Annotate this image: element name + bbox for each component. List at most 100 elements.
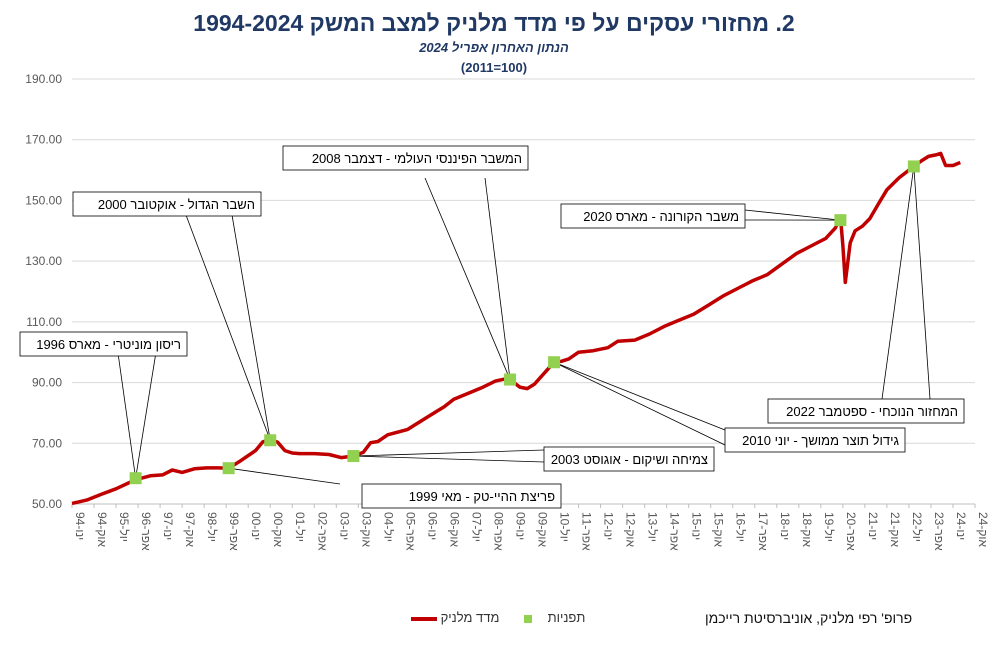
x-tick-label: אפר-14 [668, 512, 682, 551]
callout-leader [424, 177, 511, 380]
x-tick-label: ינו-18 [778, 512, 792, 540]
x-tick-label: אוק-97 [183, 512, 197, 548]
callout-box [72, 191, 262, 217]
turning-point-marker [222, 462, 235, 475]
chart-title: 2. מחזורי עסקים על פי מדד מלניק למצב המש… [193, 10, 795, 36]
callout-label: השבר הגדול - אוקטובר 2000 [98, 197, 255, 212]
x-tick-label: ינו-06 [425, 512, 439, 540]
x-tick-label: ינו-21 [866, 512, 880, 540]
turning-point-marker [129, 472, 142, 485]
x-tick-label: ינו-94 [73, 512, 87, 540]
turning-point-marker [548, 356, 561, 369]
x-tick-label: אפר-96 [139, 512, 153, 551]
callout-leader [881, 166, 915, 400]
x-tick-label: יול-22 [910, 512, 924, 542]
x-tick-label: אוק-03 [359, 512, 373, 548]
x-tick-label: ינו-15 [690, 512, 704, 540]
chart-base-note: (2011=100) [460, 60, 528, 75]
callout-leader [231, 214, 271, 441]
callout-leader [353, 455, 545, 463]
x-tick-label: אפר-99 [227, 512, 241, 551]
callout-label: גידול תוצר ממושך - יוני 2010 [742, 433, 899, 448]
y-tick-label: 170.00 [25, 133, 62, 147]
callout-label: המשבר הפיננסי העולמי - דצמבר 2008 [312, 151, 522, 166]
callout-label: פריצת ההיי-טק - מאי 1999 [409, 489, 555, 504]
x-tick-label: יול-07 [469, 512, 483, 542]
callout-box [767, 398, 965, 424]
x-tick-label: יול-10 [558, 512, 572, 542]
x-tick-label: אוק-06 [447, 512, 461, 548]
x-tick-label: אפר-02 [315, 512, 329, 551]
x-tick-label: ינו-97 [161, 512, 175, 540]
x-tick-label: יול-98 [205, 512, 219, 542]
y-tick-label: 150.00 [25, 193, 62, 207]
y-tick-label: 110.00 [26, 315, 62, 329]
y-tick-label: 50.00 [32, 497, 62, 511]
x-tick-label: אוק-18 [800, 512, 814, 548]
callout-leader [353, 449, 545, 457]
legend-turning: תפניות [518, 610, 585, 625]
legend-index-label: מדד מלניק [440, 610, 500, 625]
x-tick-label: אפר-20 [844, 512, 858, 551]
y-tick-label: 190.00 [25, 72, 62, 86]
legend-line-swatch [411, 616, 437, 621]
turning-point-marker [264, 434, 277, 447]
callout-label: משבר הקורונה - מארס 2020 [583, 209, 739, 224]
callout-leader [744, 209, 841, 221]
x-tick-label: יול-19 [822, 512, 836, 542]
x-tick-label: אוק-09 [536, 512, 550, 548]
x-tick-label: אפר-05 [403, 512, 417, 551]
y-tick-label: 70.00 [32, 436, 62, 450]
callout-leader [185, 214, 271, 441]
callout-leader [553, 361, 726, 446]
x-tick-label: אפר-11 [580, 512, 594, 551]
turning-point-marker [907, 160, 920, 173]
x-tick-label: ינו-09 [513, 512, 527, 540]
callout-leader [553, 361, 726, 431]
x-tick-label: אוק-12 [624, 512, 638, 548]
x-tick-label: אוק-21 [888, 512, 902, 548]
legend-turning-label: תפניות [547, 610, 586, 625]
series-line [71, 151, 961, 506]
callout-label: המחזור הנוכחי - ספטמבר 2022 [786, 404, 958, 419]
callout-leader [484, 177, 511, 380]
callout-leader [116, 345, 137, 479]
x-tick-label: ינו-03 [337, 512, 351, 540]
legend-index: מדד מלניק [405, 610, 499, 625]
callout-leader [135, 345, 158, 479]
turning-point-marker [504, 373, 517, 386]
callout-label: צמיחה ושיקום - אוגוסט 2003 [551, 452, 708, 467]
y-tick-label: 90.00 [32, 376, 62, 390]
x-tick-label: יול-01 [293, 512, 307, 542]
x-tick-label: יול-16 [734, 512, 748, 542]
x-tick-label: אוק-15 [712, 512, 726, 548]
x-tick-label: יול-13 [646, 512, 660, 542]
legend-marker-swatch [524, 614, 532, 623]
callout-label: ריסון מוניטרי - מארס 1996 [36, 337, 181, 352]
callout-box [724, 427, 906, 453]
callout-box [282, 145, 529, 171]
callout-leader [913, 166, 931, 400]
x-tick-label: אפר-23 [932, 512, 946, 551]
x-tick-label: אפר-17 [756, 512, 770, 551]
x-tick-label: ינו-12 [602, 512, 616, 540]
x-tick-label: יול-95 [117, 512, 131, 542]
y-tick-label: 130.00 [25, 254, 62, 268]
turning-point-marker [347, 450, 360, 463]
callout-leader [228, 467, 341, 485]
x-tick-label: אוק-00 [271, 512, 285, 548]
x-tick-label: יול-04 [381, 512, 395, 542]
callout-box [361, 483, 562, 509]
x-tick-label: אפר-08 [491, 512, 505, 551]
x-tick-label: ינו-24 [954, 512, 968, 540]
credit: פרופ' רפי מלניק, אוניברסיטת רייכמן [705, 610, 913, 626]
x-tick-label: אוק-94 [95, 512, 109, 548]
turning-point-marker [834, 214, 847, 227]
callout-box [560, 203, 746, 229]
callout-box [19, 331, 188, 357]
x-tick-label: אוק-24 [976, 512, 988, 548]
callout-box [543, 446, 715, 472]
chart-subtitle: הנתון האחרון אפריל 2024 [419, 40, 569, 55]
